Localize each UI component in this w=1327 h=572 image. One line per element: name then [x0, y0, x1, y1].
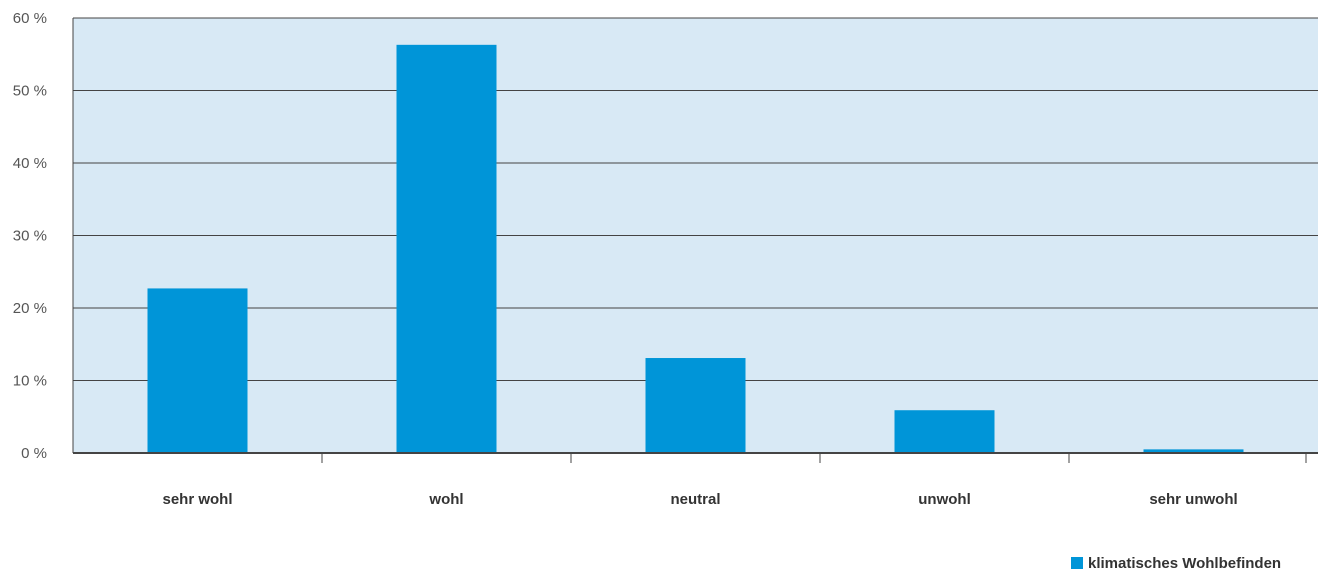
y-tick-label: 0 %: [21, 445, 47, 462]
y-tick-label: 20 %: [13, 300, 47, 317]
x-axis: [73, 452, 1318, 463]
bar: [894, 410, 995, 453]
x-tick-label: unwohl: [918, 491, 971, 508]
y-tick-label: 30 %: [13, 228, 47, 245]
x-axis-ticks: sehr wohl wohl neutral unwohl sehr unwohl: [162, 491, 1237, 508]
bar: [645, 358, 746, 453]
legend: klimatisches Wohlbefinden: [1071, 555, 1281, 572]
bar: [147, 288, 248, 453]
x-tick-label: neutral: [670, 491, 720, 508]
x-tick-label: sehr wohl: [162, 491, 232, 508]
x-tick-label: wohl: [428, 491, 463, 508]
bars: [147, 44, 1244, 453]
y-tick-label: 60 %: [13, 10, 47, 27]
bar: [1143, 449, 1244, 453]
bar: [396, 44, 497, 453]
legend-label: klimatisches Wohlbefinden: [1088, 555, 1281, 572]
y-tick-label: 10 %: [13, 373, 47, 390]
y-tick-label: 50 %: [13, 83, 47, 100]
gridlines: [72, 17, 1318, 453]
y-axis-ticks: 0 % 10 % 20 % 30 % 40 % 50 % 60 %: [13, 10, 47, 462]
x-tick-label: sehr unwohl: [1149, 491, 1237, 508]
y-tick-label: 40 %: [13, 155, 47, 172]
legend-swatch: [1071, 557, 1083, 569]
